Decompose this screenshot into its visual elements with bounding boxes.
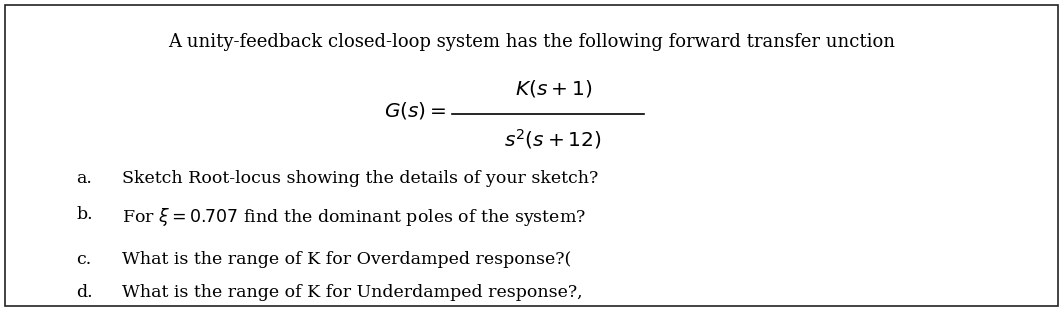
Text: a.: a. [77,170,93,187]
Text: Sketch Root-locus showing the details of your sketch?: Sketch Root-locus showing the details of… [122,170,599,187]
Text: A unity-feedback closed-loop system has the following forward transfer unction: A unity-feedback closed-loop system has … [168,33,896,51]
Text: $\mathit{s}^{2}(\mathit{s}+12)$: $\mathit{s}^{2}(\mathit{s}+12)$ [504,127,602,151]
Text: c.: c. [77,251,92,268]
Text: What is the range of K for Underdamped response?,: What is the range of K for Underdamped r… [122,284,583,301]
Text: $\mathit{K}(\mathit{s}+1)$: $\mathit{K}(\mathit{s}+1)$ [515,78,592,100]
Text: What is the range of K for Overdamped response?(: What is the range of K for Overdamped re… [122,251,571,268]
Text: $\mathit{G}(\mathit{s})=$: $\mathit{G}(\mathit{s})=$ [384,100,447,121]
Text: d.: d. [77,284,94,301]
Text: b.: b. [77,206,94,223]
Text: For $\xi = 0.707$ find the dominant poles of the system?: For $\xi = 0.707$ find the dominant pole… [122,206,586,228]
